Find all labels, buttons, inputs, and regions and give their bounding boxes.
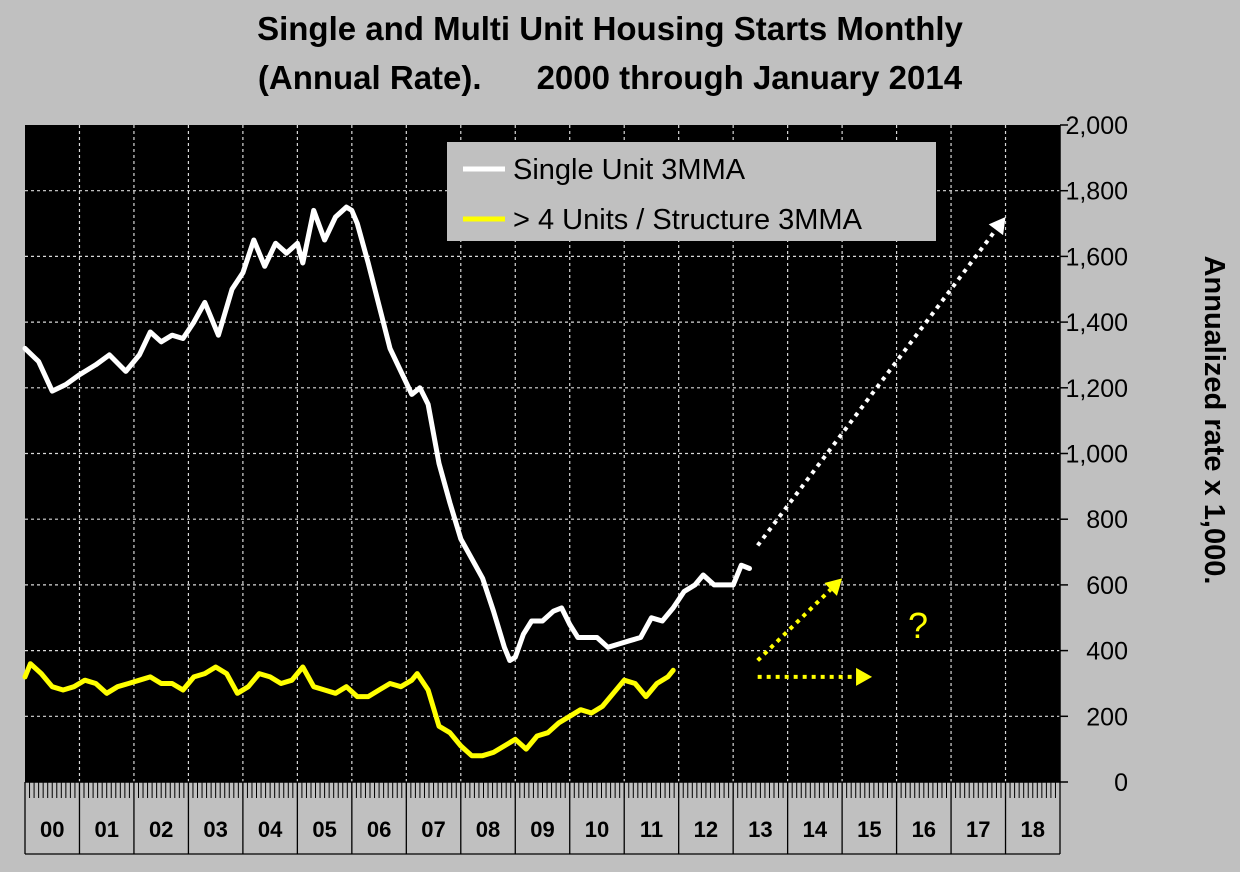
x-tick-label: 16 <box>912 817 936 842</box>
y-tick-label: 600 <box>1086 572 1128 600</box>
x-tick-label: 11 <box>640 817 663 842</box>
projection-arrowhead <box>988 216 1006 236</box>
x-tick-label: 01 <box>94 817 118 842</box>
legend-box <box>447 142 936 241</box>
y-tick-label: 1,000 <box>1065 441 1128 469</box>
series-line-multi-unit <box>22 661 676 759</box>
series-line-single-unit <box>22 204 752 663</box>
x-tick-label: 09 <box>530 817 554 842</box>
projection-line <box>756 588 833 662</box>
projection-arrowhead <box>856 667 873 686</box>
x-tick-label: 17 <box>966 817 990 842</box>
y-tick-label: 1,200 <box>1065 375 1128 403</box>
x-tick-label: 14 <box>803 817 828 842</box>
x-axis: 00 01 02 03 04 05 06 07 08 09 10 11 12 13 14 15 16 17 18 <box>24 781 1061 855</box>
x-tick-label: 15 <box>857 817 881 842</box>
legend-label-single: Single Unit 3MMA <box>513 154 746 186</box>
y-tick-label: 1,400 <box>1065 309 1128 337</box>
y-axis-ticks: 0 200 400 600 800 1,000 1,200 1,400 1,600 1,800 2,… <box>1060 112 1128 797</box>
y-tick-label: 0 <box>1114 769 1128 797</box>
y-tick-label: 1,600 <box>1065 243 1128 271</box>
question-annotation: ? <box>908 605 928 646</box>
x-tick-label: 12 <box>694 817 718 842</box>
x-tick-label: 08 <box>476 817 500 842</box>
x-tick-label: 13 <box>748 817 772 842</box>
x-tick-label: 06 <box>367 817 391 842</box>
x-tick-label: 07 <box>421 817 445 842</box>
chart-title-line1: Single and Multi Unit Housing Starts Mon… <box>257 10 963 47</box>
y-tick-label: 1,800 <box>1065 178 1128 206</box>
legend: Single Unit 3MMA > 4 Units / Structure 3… <box>447 142 936 241</box>
y-tick-label: 800 <box>1086 506 1128 534</box>
x-tick-label: 18 <box>1021 817 1045 842</box>
x-tick-label: 03 <box>203 817 227 842</box>
projection-arrows <box>756 216 1006 686</box>
projection-line <box>756 228 998 547</box>
x-tick-label: 02 <box>149 817 173 842</box>
y-tick-label: 400 <box>1086 638 1128 666</box>
x-tick-label: 10 <box>585 817 609 842</box>
series-lines <box>22 204 752 759</box>
x-tick-label: 05 <box>312 817 336 842</box>
y-axis-label: Annualized rate x 1,000. <box>1198 256 1230 585</box>
legend-label-multi: > 4 Units / Structure 3MMA <box>513 204 863 236</box>
chart-title-line2: (Annual Rate). 2000 through January 2014 <box>258 59 963 96</box>
x-tick-label: 00 <box>40 817 64 842</box>
y-tick-label: 200 <box>1086 703 1128 731</box>
x-tick-label: 04 <box>258 817 283 842</box>
projection-arrowhead <box>824 578 843 596</box>
y-tick-label: 2,000 <box>1065 112 1128 140</box>
